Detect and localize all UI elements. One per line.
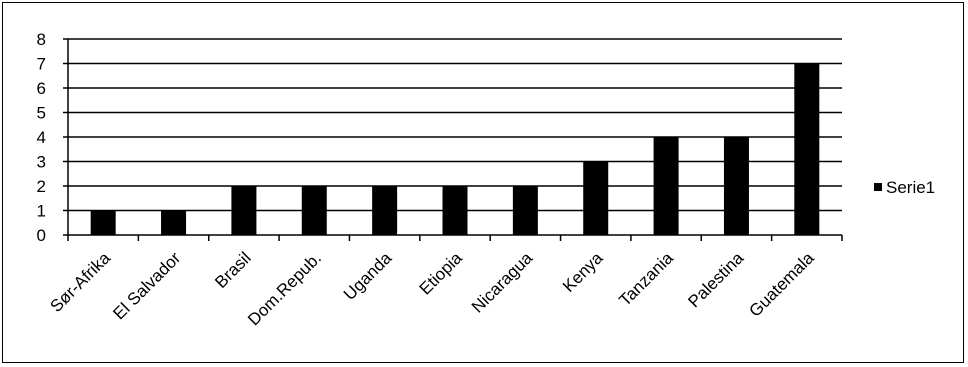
y-axis-ticks bbox=[63, 38, 68, 236]
bar bbox=[442, 186, 468, 235]
gridlines bbox=[68, 38, 842, 212]
bar bbox=[653, 137, 679, 235]
bar bbox=[723, 137, 749, 235]
y-tick-label: 5 bbox=[37, 104, 46, 123]
x-category-label: Sør-Afrika bbox=[46, 248, 114, 316]
y-tick-label: 7 bbox=[37, 55, 46, 74]
bar bbox=[794, 63, 820, 235]
x-category-label: Brasil bbox=[211, 248, 254, 291]
x-category-label: Guatemala bbox=[745, 248, 818, 321]
legend-swatch bbox=[874, 183, 882, 191]
x-category-label: El Salvador bbox=[109, 248, 184, 323]
legend-label: Serie1 bbox=[886, 178, 935, 197]
x-category-label: Kenya bbox=[559, 248, 607, 296]
y-tick-label: 8 bbox=[37, 30, 46, 49]
bar bbox=[161, 210, 187, 235]
y-tick-label: 3 bbox=[37, 153, 46, 172]
y-tick-label: 2 bbox=[37, 177, 46, 196]
legend: Serie1 bbox=[874, 178, 935, 197]
x-axis-ticks bbox=[67, 235, 843, 241]
bar bbox=[372, 186, 398, 235]
bars bbox=[90, 63, 820, 235]
bar bbox=[231, 186, 257, 235]
x-category-label: Dom.Repub. bbox=[244, 248, 325, 329]
y-tick-label: 4 bbox=[37, 128, 46, 147]
bar bbox=[583, 161, 609, 235]
y-tick-label: 1 bbox=[37, 202, 46, 221]
x-category-label: Nicaragua bbox=[468, 248, 537, 317]
x-category-label: Palestina bbox=[684, 248, 747, 311]
y-axis-tick-labels: 0 1 2 3 4 5 6 7 8 bbox=[37, 30, 46, 245]
bar bbox=[301, 186, 327, 235]
bar bbox=[90, 210, 116, 235]
y-tick-label: 0 bbox=[37, 226, 46, 245]
x-category-label: Etiopia bbox=[416, 248, 467, 299]
x-category-label: Tanzania bbox=[615, 248, 677, 310]
x-category-label: Uganda bbox=[340, 248, 396, 304]
bar bbox=[512, 186, 538, 235]
y-tick-label: 6 bbox=[37, 79, 46, 98]
